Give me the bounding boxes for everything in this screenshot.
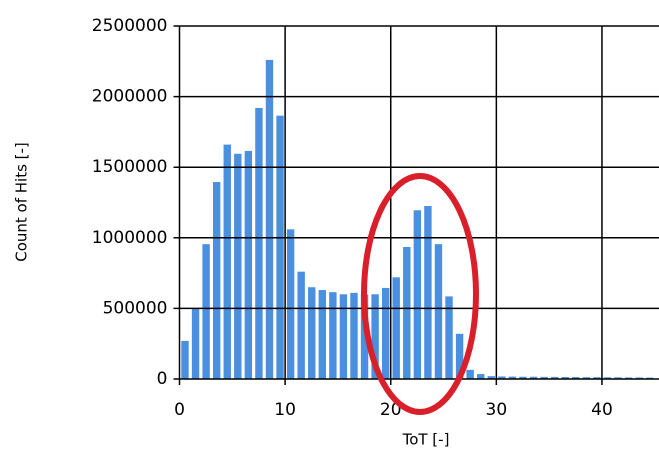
y-tick-label: 2000000	[92, 87, 168, 107]
bar	[276, 115, 284, 380]
bar	[191, 308, 200, 379]
bar	[614, 377, 622, 379]
bar	[424, 206, 432, 379]
bar	[329, 292, 337, 379]
y-tick-label: 0	[157, 369, 168, 389]
bar	[498, 376, 506, 379]
bar	[350, 292, 358, 379]
bar	[624, 377, 633, 379]
bar	[413, 210, 422, 379]
x-tick-label: 30	[486, 400, 508, 420]
bar	[561, 377, 569, 379]
bar	[550, 376, 559, 379]
highlight-ellipse	[361, 173, 479, 415]
y-axis-title: Count of Hits [-]	[13, 142, 31, 262]
bar	[466, 369, 474, 379]
bar	[434, 244, 443, 379]
bar	[477, 374, 485, 379]
bar	[487, 376, 495, 379]
bar	[244, 150, 253, 379]
bar	[223, 144, 231, 379]
bar	[519, 376, 527, 379]
bar	[445, 296, 453, 379]
x-tick-label: 20	[380, 400, 402, 420]
bar	[286, 229, 295, 379]
bar	[360, 294, 369, 379]
bar	[403, 246, 411, 379]
bar	[297, 271, 305, 379]
x-tick-label: 0	[174, 400, 185, 420]
bar	[455, 333, 464, 379]
y-tick-label: 2500000	[92, 16, 168, 36]
bar	[308, 287, 316, 379]
bar	[529, 376, 538, 379]
bar	[339, 294, 348, 379]
bar	[593, 377, 601, 379]
bar	[540, 376, 548, 379]
bar	[635, 377, 643, 379]
bar	[234, 153, 242, 379]
bar	[265, 59, 274, 379]
bar	[255, 107, 263, 380]
bar	[381, 287, 390, 379]
bar	[371, 294, 379, 379]
y-tick-label: 500000	[103, 298, 168, 318]
bar	[508, 376, 517, 379]
bar	[603, 377, 612, 379]
x-tick-label: 10	[274, 400, 296, 420]
bar	[572, 377, 580, 379]
bar	[318, 290, 326, 379]
bar	[582, 377, 591, 379]
bar	[392, 277, 400, 379]
x-axis-title: ToT [-]	[402, 431, 450, 449]
y-tick-label: 1000000	[92, 228, 168, 248]
y-tick-label: 1500000	[92, 157, 168, 177]
bar	[181, 340, 189, 379]
x-tick-label: 40	[591, 400, 613, 420]
bar	[202, 244, 210, 379]
bar	[212, 182, 221, 379]
plot-area: 0 500000 1000000 1500000 2000000 2500000 0 10 20…	[92, 16, 659, 420]
